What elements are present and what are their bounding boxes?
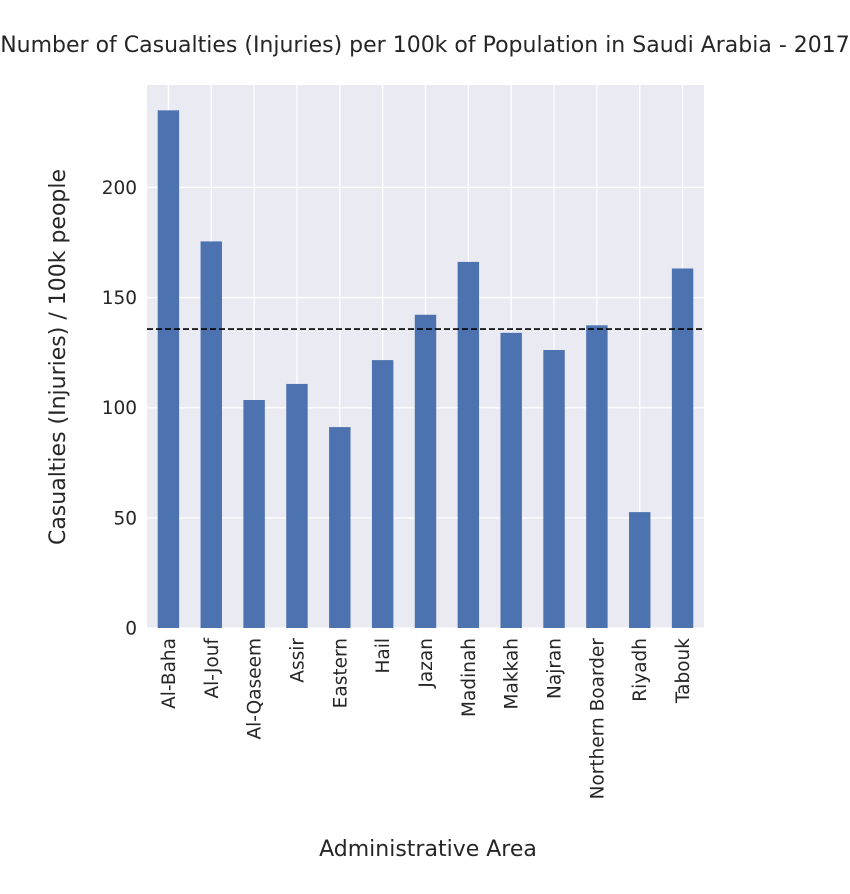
y-tick-label: 150	[102, 288, 137, 309]
bar-madinah	[457, 261, 480, 628]
bar-hail	[371, 360, 394, 628]
x-tick-label: Makkah	[502, 638, 523, 709]
bar-najran	[543, 350, 565, 628]
y-tick-label: 100	[102, 398, 137, 419]
x-tick-label: Northern Boarder	[587, 638, 608, 800]
bar-makkah	[500, 332, 522, 628]
x-tick-label: Al-Jouf	[202, 638, 223, 699]
bar-al-qaseem	[243, 400, 265, 628]
x-tick-label: Jazan	[416, 638, 437, 689]
bars	[157, 110, 694, 629]
x-tick-label: Eastern	[330, 638, 351, 708]
y-axis-label: Casualties (Injuries) / 100k people	[46, 169, 71, 545]
x-tick-label: Hail	[373, 638, 394, 674]
bar-riyadh	[629, 512, 651, 628]
x-tick-label: Assir	[287, 638, 308, 683]
y-tick-label: 50	[113, 508, 137, 529]
x-tick-label: Najran	[545, 638, 566, 699]
bar-northern-boarder	[586, 325, 608, 628]
x-axis-label: Administrative Area	[319, 837, 537, 862]
bar-tabouk	[671, 268, 694, 628]
bar-eastern	[329, 427, 351, 628]
x-tick-label: Al-Baha	[159, 638, 180, 709]
y-axis-ticks: 0 50 100 150 200	[102, 178, 137, 640]
x-tick-label: Al-Qaseem	[245, 638, 266, 739]
y-tick-label: 0	[125, 619, 137, 640]
bar-jazan	[414, 314, 437, 628]
bar-al-baha	[157, 110, 180, 629]
x-tick-label: Tabouk	[673, 638, 694, 704]
chart-title: Number of Casualties (Injuries) per 100k…	[0, 33, 850, 58]
x-tick-label: Madinah	[459, 638, 480, 717]
x-tick-label: Riyadh	[630, 638, 651, 702]
x-axis-ticks: Al-Baha Al-Jouf Al-Qaseem Assir Eastern Hail J…	[159, 638, 694, 800]
y-tick-label: 200	[102, 178, 137, 199]
bar-al-jouf	[200, 241, 222, 629]
bar-assir	[286, 383, 308, 628]
